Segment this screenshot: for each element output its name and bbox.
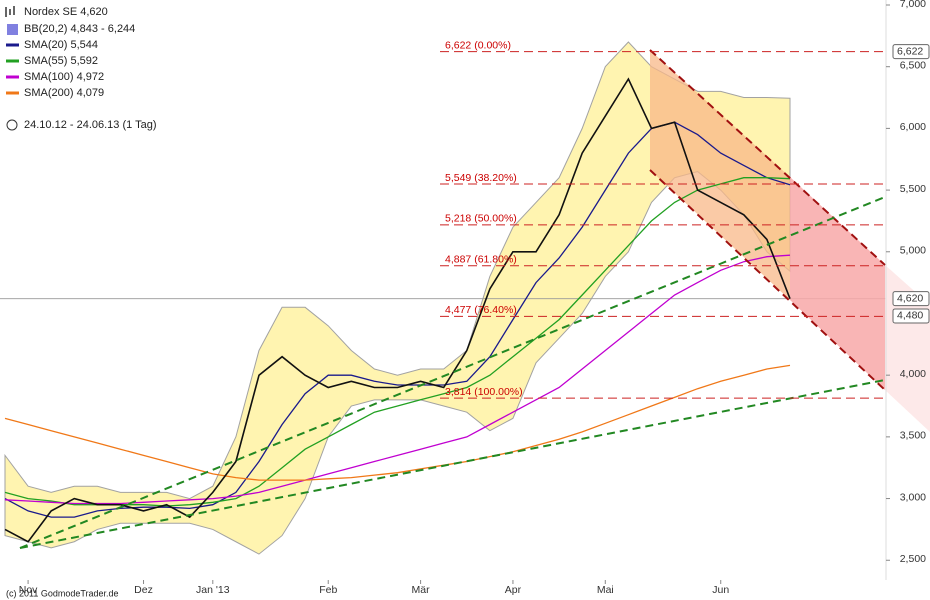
legend-title: Nordex SE 4,620 xyxy=(24,6,108,18)
legend-label: SMA(20) 5,544 xyxy=(24,39,98,51)
y-tick-label: 2,500 xyxy=(900,553,926,565)
price-box xyxy=(892,291,930,307)
x-tick-label: Jan '13 xyxy=(196,584,230,596)
x-tick-label: Nov xyxy=(19,584,38,596)
fib-label: 4,477 (76.40%) xyxy=(445,304,517,316)
fib-label: 4,887 (61.80%) xyxy=(445,254,517,266)
trendline-flat xyxy=(19,379,886,549)
legend-label: SMA(55) 5,592 xyxy=(24,55,98,67)
chart-icon xyxy=(5,6,15,17)
y-tick-label: 6,500 xyxy=(900,59,926,71)
legend-label: BB(20,2) 4,843 - 6,244 xyxy=(24,23,135,35)
copyright: (c) 2011 GodmodeTrader.de xyxy=(6,588,119,598)
price-box-label: 6,622 xyxy=(897,45,923,57)
sma-line xyxy=(4,364,791,481)
fib-label: 5,549 (38.20%) xyxy=(445,172,517,184)
fib-label: 3,814 (100.00%) xyxy=(445,386,523,398)
y-tick-label: 7,000 xyxy=(900,0,926,10)
price-box-label: 4,480 xyxy=(897,310,923,322)
channel-fade xyxy=(885,265,930,432)
y-tick-label: 6,000 xyxy=(900,121,926,133)
sma-line xyxy=(4,254,791,505)
y-tick-label: 5,500 xyxy=(900,183,926,195)
legend-label: SMA(100) 4,972 xyxy=(24,71,104,83)
y-tick-label: 3,000 xyxy=(900,491,926,503)
x-tick-label: Dez xyxy=(134,584,153,596)
period: 24.10.12 - 24.06.13 (1 Tag) xyxy=(24,119,157,131)
channel-upper xyxy=(649,49,886,266)
price-box-label: 4,620 xyxy=(897,292,923,304)
x-tick-label: Apr xyxy=(505,584,522,596)
y-tick-label: 5,000 xyxy=(900,245,926,257)
x-tick-label: Mai xyxy=(597,584,614,596)
channel-projection xyxy=(790,177,885,390)
lines-layer xyxy=(4,77,791,543)
fib-label: 5,218 (50.00%) xyxy=(445,213,517,225)
x-tick-label: Jun xyxy=(712,584,729,596)
clock-icon xyxy=(6,119,18,131)
price-box xyxy=(892,44,930,60)
x-tick-label: Mär xyxy=(412,584,431,596)
price-line xyxy=(4,77,791,543)
y-tick-label: 4,000 xyxy=(900,368,926,380)
channel-fill xyxy=(650,50,790,300)
x-tick-label: Feb xyxy=(319,584,337,596)
fib-label: 6,622 (0.00%) xyxy=(445,39,511,51)
sma-line xyxy=(4,177,791,507)
y-tick-label: 3,500 xyxy=(900,430,926,442)
legend-swatch xyxy=(7,24,18,35)
legend-label: SMA(200) 4,079 xyxy=(24,87,104,99)
channel-lower xyxy=(649,169,886,391)
price-box xyxy=(892,308,930,324)
